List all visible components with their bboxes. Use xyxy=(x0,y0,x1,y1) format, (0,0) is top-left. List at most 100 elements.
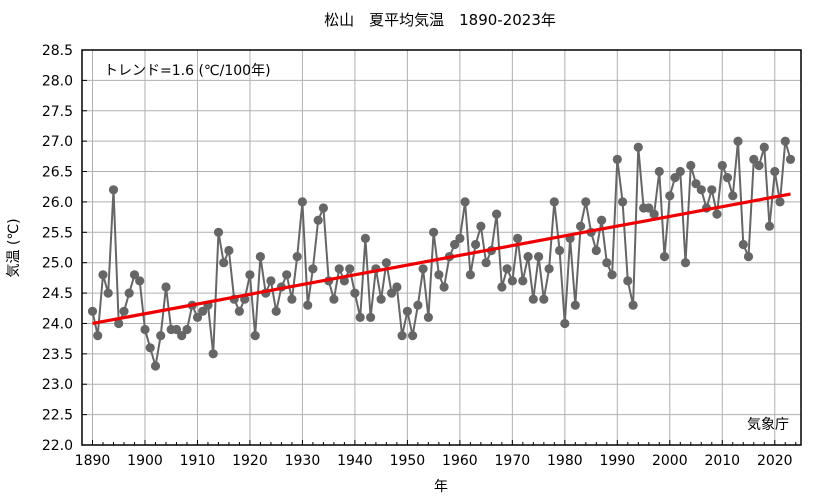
data-point xyxy=(728,191,738,201)
data-point xyxy=(392,282,402,292)
data-point xyxy=(686,160,696,171)
chart-title: 松山 夏平均気温 1890-2023年 xyxy=(324,11,556,29)
data-point xyxy=(722,173,733,183)
data-point xyxy=(733,136,743,146)
data-point xyxy=(413,300,423,310)
data-point xyxy=(618,197,628,207)
data-point xyxy=(345,264,355,274)
series-layer xyxy=(87,136,796,371)
data-point xyxy=(628,300,638,310)
axis-ticks: 22.0 22.5 23.0 23.5 24.0 24.5 25.0 25.5 26.0 26.5… xyxy=(42,43,797,469)
y-tick-label: 25.0 xyxy=(42,256,73,272)
data-point xyxy=(182,324,192,335)
y-axis-label: 気温 (℃) xyxy=(6,218,22,277)
source-label: 気象庁 xyxy=(747,417,789,433)
data-point xyxy=(476,221,486,231)
data-point xyxy=(318,203,328,213)
x-tick-label: 1990 xyxy=(599,453,635,469)
data-point xyxy=(780,136,790,146)
data-point xyxy=(691,179,701,189)
data-point xyxy=(602,258,612,268)
data-point xyxy=(224,245,234,256)
data-point xyxy=(670,173,680,183)
data-point xyxy=(213,227,224,237)
data-point xyxy=(743,252,754,262)
data-point xyxy=(303,300,313,310)
data-point xyxy=(103,288,113,298)
data-point xyxy=(177,331,187,341)
data-point xyxy=(675,166,685,177)
data-point xyxy=(245,270,255,280)
y-tick-label: 24.0 xyxy=(42,316,73,332)
trend-layer xyxy=(92,192,791,326)
data-point xyxy=(150,361,161,371)
data-point xyxy=(680,258,691,268)
y-tick-label: 22.5 xyxy=(42,408,73,424)
data-point xyxy=(282,270,292,280)
data-point xyxy=(555,245,565,256)
data-point xyxy=(255,252,265,262)
data-point xyxy=(329,294,339,304)
data-point xyxy=(759,142,769,152)
data-point xyxy=(145,343,155,353)
data-point xyxy=(366,312,376,322)
data-point xyxy=(381,258,391,268)
y-tick-label: 28.0 xyxy=(42,73,73,89)
data-point xyxy=(665,191,675,201)
data-point xyxy=(355,312,365,322)
y-tick-label: 24.5 xyxy=(42,286,73,302)
data-point xyxy=(481,258,491,268)
data-point xyxy=(439,282,449,292)
data-point xyxy=(523,252,533,262)
data-point xyxy=(591,245,601,256)
data-point xyxy=(770,166,780,177)
data-point xyxy=(287,294,297,304)
data-point xyxy=(534,252,544,262)
data-point xyxy=(156,331,166,341)
data-point xyxy=(471,239,481,250)
data-point xyxy=(119,306,129,316)
data-point xyxy=(402,306,412,316)
x-tick-label: 1960 xyxy=(442,453,478,469)
data-point xyxy=(544,264,554,274)
data-point xyxy=(124,288,134,298)
data-point xyxy=(738,239,748,250)
y-tick-label: 26.0 xyxy=(42,195,73,211)
data-point xyxy=(114,318,124,329)
data-point xyxy=(507,276,517,286)
x-axis-label: 年 xyxy=(434,479,448,495)
data-point xyxy=(465,270,475,280)
y-tick-label: 23.5 xyxy=(42,347,73,363)
data-point xyxy=(633,142,643,152)
data-point xyxy=(198,306,208,316)
data-point xyxy=(161,282,171,292)
x-tick-label: 1950 xyxy=(390,453,426,469)
data-point xyxy=(108,185,119,195)
data-point xyxy=(528,294,538,304)
data-point xyxy=(749,154,759,164)
data-point xyxy=(513,233,523,243)
x-tick-label: 1930 xyxy=(285,453,321,469)
data-point xyxy=(171,324,182,335)
data-point xyxy=(93,331,103,341)
data-point xyxy=(502,264,512,274)
data-point xyxy=(250,331,260,341)
data-point xyxy=(549,197,559,207)
data-point xyxy=(376,294,386,304)
data-point xyxy=(570,300,580,310)
data-point xyxy=(623,276,633,286)
data-point xyxy=(129,270,140,280)
data-point xyxy=(612,154,622,164)
x-tick-label: 1940 xyxy=(337,453,373,469)
data-point xyxy=(292,252,302,262)
data-point xyxy=(597,215,607,225)
data-point xyxy=(208,349,218,359)
x-tick-label: 1910 xyxy=(180,453,216,469)
data-point xyxy=(423,312,433,322)
x-tick-label: 2020 xyxy=(757,453,793,469)
data-point xyxy=(607,270,617,280)
data-point xyxy=(450,239,460,250)
data-point xyxy=(455,233,465,243)
data-point xyxy=(271,306,281,316)
